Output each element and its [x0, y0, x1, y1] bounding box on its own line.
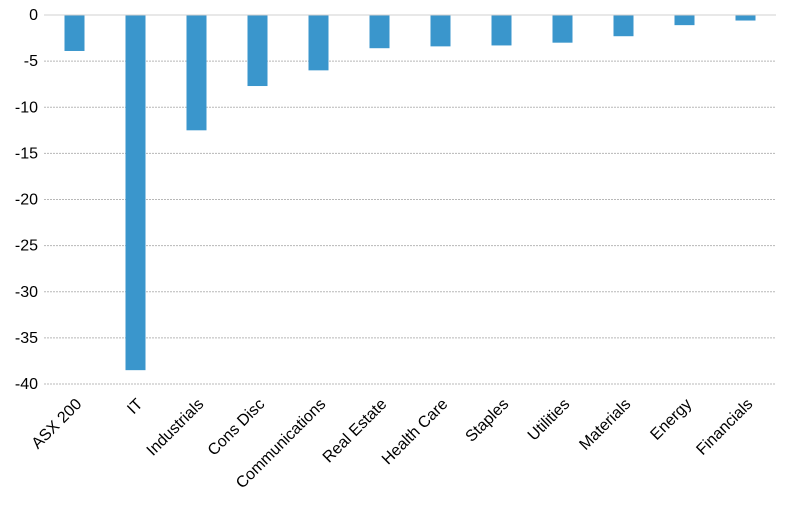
bar [369, 15, 390, 49]
bar [552, 15, 573, 43]
x-category-label: Industrials [144, 396, 208, 460]
x-category-label: Materials [576, 396, 634, 454]
bar [308, 15, 329, 71]
bar [735, 15, 756, 21]
x-category-label: ASX 200 [29, 396, 86, 453]
y-axis: 0 -5 -10 -15 -20 -25 -30 -35 -40 [15, 7, 38, 393]
y-tick-label: 0 [29, 7, 38, 24]
x-category-label: Energy [647, 396, 695, 444]
bar [64, 15, 85, 51]
bars [44, 14, 776, 371]
x-category-label: Utilities [525, 396, 573, 444]
x-category-label: IT [124, 396, 146, 418]
y-tick-label: -5 [24, 53, 38, 70]
bar [125, 15, 146, 371]
bar [491, 15, 512, 46]
x-category-label: Financials [693, 396, 756, 459]
bar [186, 15, 207, 131]
y-tick-label: -10 [15, 99, 38, 116]
y-tick-label: -15 [15, 145, 38, 162]
bar [674, 15, 695, 26]
bar [613, 15, 634, 37]
y-tick-label: -25 [15, 238, 38, 255]
gridlines [44, 60, 776, 385]
y-tick-label: -35 [15, 330, 38, 347]
x-category-label: Health Care [379, 396, 451, 468]
y-tick-label: -40 [15, 376, 38, 393]
y-tick-label: -30 [15, 284, 38, 301]
bar [430, 15, 451, 47]
x-category-label: Cons Disc [205, 396, 269, 460]
bar [247, 15, 268, 87]
x-category-label: Staples [463, 396, 513, 446]
y-tick-label: -20 [15, 192, 38, 209]
